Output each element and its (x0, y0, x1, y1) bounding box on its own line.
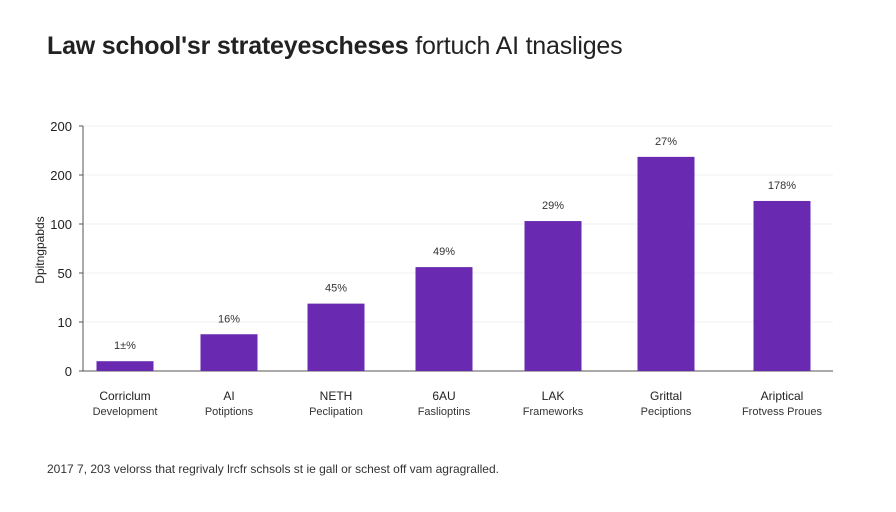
bar (307, 303, 365, 371)
data-label: 16% (218, 313, 240, 325)
bar (524, 221, 582, 371)
y-tick-label: 0 (65, 364, 72, 379)
y-tick-label: 200 (50, 119, 72, 134)
data-label: 1±% (114, 340, 136, 352)
x-tick-label-line2: Frotvess Proues (742, 406, 823, 418)
x-tick-label-line2: Frameworks (523, 406, 584, 418)
data-label: 45% (325, 283, 347, 295)
data-label: 49% (433, 246, 455, 258)
data-label: 29% (542, 200, 564, 212)
chart-title: Law school'sr strateyescheses fortuch AI… (47, 32, 623, 61)
data-label: 178% (768, 180, 796, 192)
bar (200, 334, 258, 371)
chart-title-bold: Law school'sr strateyescheses (47, 32, 409, 60)
bar (753, 200, 811, 371)
x-tick-label-line2: Development (93, 406, 158, 418)
y-axis-label: Dpitngpabds (33, 216, 47, 283)
y-tick-label: 200 (50, 168, 72, 183)
bar (415, 267, 473, 371)
x-tick-label-line1: Corriclum (99, 389, 150, 403)
x-tick-label-line2: Peciptions (641, 406, 692, 418)
x-tick-label-line1: AI (223, 389, 234, 403)
chart-title-regular: fortuch AI tnasliges (415, 32, 623, 60)
x-tick-label-line1: Ariptical (761, 389, 804, 403)
x-tick-label-line2: Faslioptins (418, 406, 471, 418)
x-tick-label-line2: Potiptions (205, 406, 254, 418)
y-tick-label: 100 (50, 217, 72, 232)
x-tick-label-line1: LAK (542, 389, 565, 403)
y-tick-label: 50 (58, 266, 72, 281)
y-tick-label: 10 (58, 315, 72, 330)
x-tick-label-line1: NETH (320, 389, 353, 403)
x-tick-label-line2: Peclipation (309, 406, 363, 418)
x-tick-label-line1: Grittal (650, 389, 682, 403)
bar (96, 361, 154, 371)
footnote: 2017 7, 203 velorss that regrivaly lrcfr… (47, 462, 499, 476)
data-label: 27% (655, 136, 677, 148)
bar (637, 156, 695, 371)
x-tick-label-line1: 6AU (432, 389, 455, 403)
